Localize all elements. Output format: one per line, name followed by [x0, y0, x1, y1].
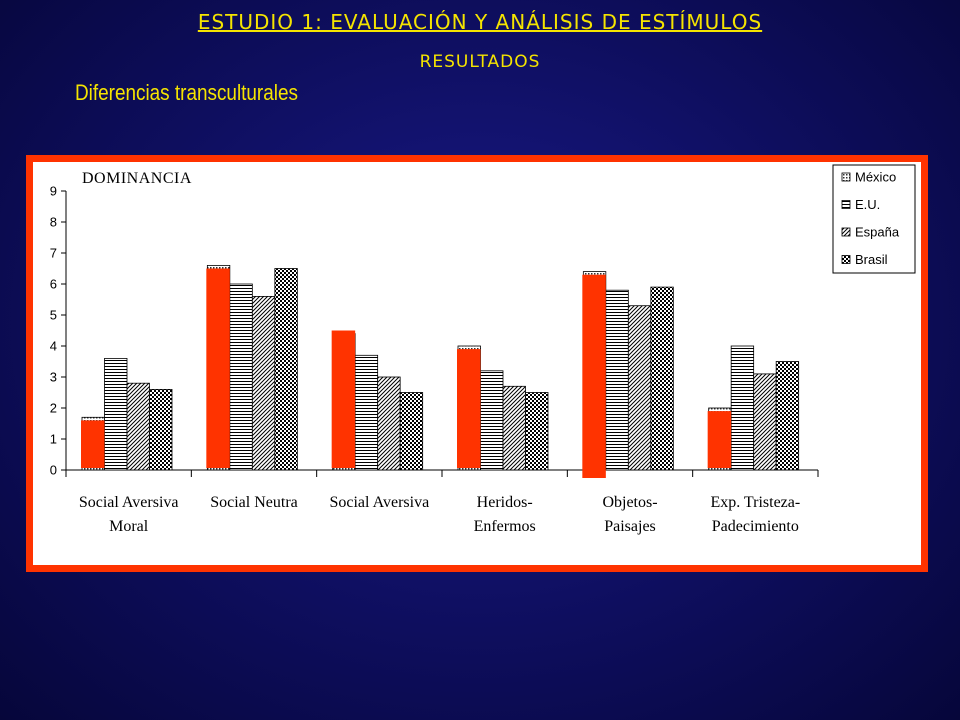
bar-2-2	[229, 283, 253, 471]
legend-label-3: España	[855, 225, 900, 240]
bar-3-4	[502, 385, 526, 471]
y-tick-label: 4	[50, 339, 57, 354]
bar-2-4	[480, 370, 504, 471]
y-tick-label: 8	[50, 215, 57, 230]
bar-4-1	[149, 388, 173, 471]
legend-swatch-1	[841, 172, 851, 182]
bar-4-3	[399, 392, 424, 471]
x-tick-label: Social Neutra	[210, 494, 298, 511]
y-tick-label: 7	[50, 246, 57, 261]
overlay-bar-6	[707, 411, 732, 468]
slide-subtitle: RESULTADOS	[419, 52, 541, 72]
bar-2-3	[354, 354, 379, 471]
bar-2-5	[605, 289, 629, 471]
legend-label-2: E.U.	[855, 197, 880, 212]
x-tick-label: Enfermos	[474, 518, 536, 535]
y-tick-label: 1	[50, 432, 57, 447]
overlay-bar-3	[331, 330, 356, 468]
bar-4-2	[274, 268, 298, 471]
chart-title: DOMINANCIA	[82, 170, 192, 187]
x-tick-label: Padecimiento	[712, 518, 799, 535]
slide-title: ESTUDIO 1: EVALUACIÓN Y ANÁLISIS DE ESTÍ…	[197, 10, 763, 34]
bar-4-6	[775, 361, 800, 471]
y-tick-label: 0	[50, 463, 57, 478]
legend-label-4: Brasil	[855, 252, 888, 267]
y-tick-label: 9	[50, 184, 57, 199]
x-tick-label: Exp. Tristeza-	[710, 494, 800, 511]
legend-swatch-2	[841, 200, 851, 209]
x-tick-label: Heridos-	[477, 494, 533, 511]
bar-3-3	[377, 376, 401, 471]
bar-3-1	[126, 382, 150, 471]
bar-2-1	[104, 357, 128, 471]
x-tick-label: Moral	[109, 518, 149, 535]
overlay-bar-1	[81, 420, 105, 468]
bar-4-5	[650, 286, 674, 471]
bar-2-6	[730, 345, 755, 471]
y-tick-label: 2	[50, 401, 57, 416]
x-tick-label: Paisajes	[604, 518, 656, 535]
x-tick-label: Objetos-	[602, 494, 657, 511]
legend-box	[832, 164, 916, 274]
x-tick-label: Social Aversiva	[329, 494, 429, 511]
section-heading: Diferencias transculturales	[75, 80, 298, 105]
overlay-bar-2	[206, 268, 230, 468]
overlay-bar-5	[582, 274, 606, 478]
bar-3-5	[627, 305, 652, 471]
bar-3-6	[753, 373, 777, 471]
legend-swatch-3	[841, 227, 851, 237]
legend-label-1: México	[855, 170, 896, 185]
bar-3-2	[251, 295, 276, 471]
legend-swatch-4	[841, 255, 851, 264]
y-tick-label: 5	[50, 308, 57, 323]
y-tick-label: 3	[50, 370, 57, 385]
overlay-bar-4	[457, 349, 481, 468]
y-tick-label: 6	[50, 277, 57, 292]
x-tick-label: Social Aversiva	[79, 494, 179, 511]
bar-4-4	[525, 392, 549, 471]
